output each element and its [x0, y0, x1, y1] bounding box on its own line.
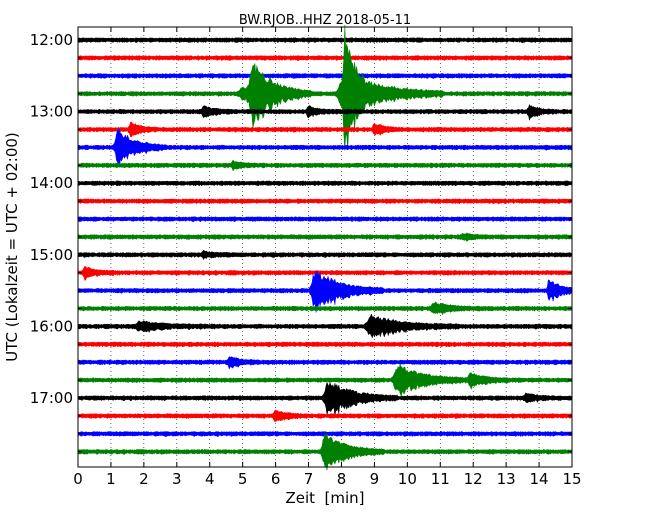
- x-tick-label-9: 9: [370, 470, 380, 488]
- y-tick-label-3: 15:00: [30, 246, 73, 264]
- trace-1445: [77, 232, 573, 242]
- trace-1630: [77, 356, 573, 370]
- y-axis-label: UTC (Lokalzeit = UTC + 02:00): [3, 132, 21, 362]
- trace-1745: [77, 432, 573, 471]
- x-tick-label-5: 5: [238, 470, 248, 488]
- x-tick-label-15: 15: [562, 470, 581, 488]
- trace-1300: [77, 103, 573, 122]
- y-axis: 12:00 13:00 14:00 15:00 16:00 17:00: [30, 31, 572, 453]
- trace-group: [77, 25, 573, 471]
- x-tick-label-0: 0: [73, 470, 83, 488]
- trace-1315: [77, 121, 573, 138]
- trace-1345: [77, 159, 573, 172]
- trace-1400: [77, 180, 573, 187]
- grid-lines: [110, 27, 540, 467]
- x-tick-label-2: 2: [139, 470, 149, 488]
- x-tick-label-4: 4: [205, 470, 215, 488]
- x-tick-label-8: 8: [337, 470, 347, 488]
- y-tick-label-1: 13:00: [30, 103, 73, 121]
- x-tick-label-12: 12: [464, 470, 483, 488]
- chart-title: BW.RJOB..HHZ 2018-05-11: [239, 13, 411, 28]
- trace-1615: [77, 341, 573, 348]
- trace-1430: [77, 216, 573, 223]
- x-tick-label-14: 14: [530, 470, 549, 488]
- y-tick-label-4: 16:00: [30, 317, 73, 335]
- trace-1200: [77, 37, 573, 44]
- y-tick-label-0: 12:00: [30, 31, 73, 49]
- trace-1215: [77, 55, 573, 62]
- y-tick-label-5: 17:00: [30, 389, 73, 407]
- trace-1330: [77, 128, 573, 168]
- trace-1415: [77, 198, 573, 205]
- x-tick-label-13: 13: [497, 470, 516, 488]
- trace-1245: [77, 25, 573, 151]
- x-tick-label-1: 1: [106, 470, 116, 488]
- trace-1715: [77, 409, 573, 423]
- x-axis: 0 1 2 3 4 5 6 7 8 9 10 11 12 13 14 15: [73, 27, 582, 488]
- trace-1600: [77, 313, 573, 339]
- plot-frame: [77, 26, 573, 468]
- x-tick-label-10: 10: [398, 470, 417, 488]
- x-axis-label: Zeit [min]: [285, 489, 364, 507]
- x-tick-label-7: 7: [304, 470, 314, 488]
- trace-1500: [77, 249, 573, 261]
- y-tick-label-2: 14:00: [30, 174, 73, 192]
- x-tick-label-3: 3: [172, 470, 182, 488]
- x-tick-label-6: 6: [271, 470, 281, 488]
- trace-1230: [77, 73, 573, 80]
- trace-1700: [77, 381, 573, 417]
- x-tick-label-11: 11: [431, 470, 450, 488]
